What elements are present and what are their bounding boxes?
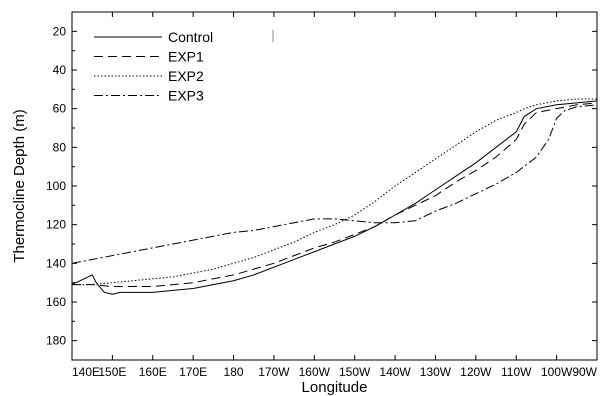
x-tick-label: 90W [572,365,597,379]
x-tick-label: 160E [139,365,167,379]
x-tick-label: 140E [72,365,100,379]
y-tick-label: 140 [46,256,66,270]
x-tick-label: 100W [541,365,573,379]
series-line-exp2 [72,98,597,286]
legend: Control EXP1 EXP2 EXP3 [94,29,213,104]
series-line-control [71,100,598,295]
y-tick-label: 60 [53,102,67,116]
legend-label-exp3: EXP3 [168,88,204,104]
y-tick-label: 120 [46,218,66,232]
y-tick-label: 160 [46,295,66,309]
x-tick-label: 150W [339,365,371,379]
legend-label-control: Control [168,29,213,45]
y-tick-label: 100 [46,179,66,193]
x-tick-label: 170E [179,365,207,379]
x-tick-label: 150E [98,365,126,379]
legend-label-exp2: EXP2 [168,68,204,84]
x-tick-label: 160W [299,365,331,379]
legend-label-exp1: EXP1 [168,49,204,65]
x-tick-label: 110W [501,365,532,379]
x-tick-label: 180 [224,365,244,379]
y-tick-label: 180 [46,334,66,348]
x-tick-label: 120W [460,365,492,379]
y-tick-label: 20 [53,24,67,38]
x-axis-title: Longitude [302,379,368,396]
y-tick-label: 80 [53,140,67,154]
x-tick-label: 140W [379,365,411,379]
y-axis-title: Thermocline Depth (m) [11,109,28,262]
x-tick-label: 130W [420,365,452,379]
x-tick-label: 170W [258,365,290,379]
plot-frame [71,11,598,361]
series-line-exp1 [72,102,598,288]
y-tick-label: 40 [53,63,67,77]
series-group [71,98,598,295]
